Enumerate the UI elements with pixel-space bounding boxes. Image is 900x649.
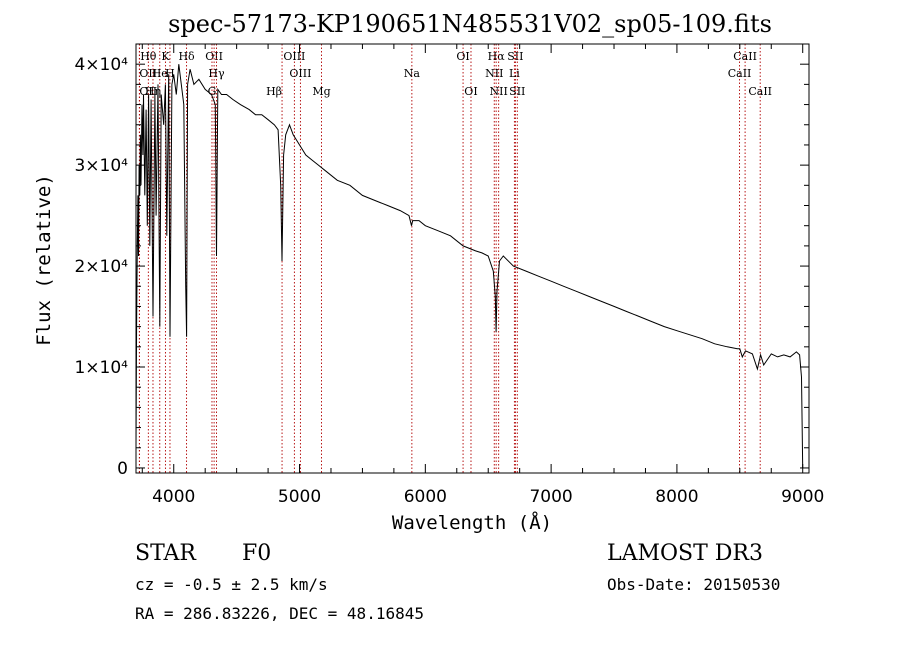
- line-marker-label-9: NII: [490, 85, 508, 98]
- y-tick-label: 0: [117, 459, 128, 479]
- y-axis-label: Flux (relative): [33, 174, 55, 346]
- line-marker-label-13: CaII: [733, 50, 757, 63]
- x-tick-label: 9000: [781, 487, 824, 507]
- line-marker-label-21: K: [161, 50, 170, 63]
- line-marker-label-12: SII: [509, 85, 525, 98]
- y-tick-label: 3×10⁴: [74, 156, 128, 176]
- x-axis-ticks: 4000 5000 6000 7000 8000 9000: [141, 44, 824, 507]
- line-marker-label-18: Hγ: [208, 67, 225, 80]
- line-marker-label-16: Hδ: [178, 50, 195, 63]
- x-tick-label: 8000: [655, 487, 698, 507]
- x-tick-label: 6000: [404, 487, 447, 507]
- line-marker-label-20: Hθ: [140, 50, 157, 63]
- line-marker-label-6: OI: [464, 85, 477, 98]
- line-marker-label-1: OIII: [283, 50, 305, 63]
- y-axis-ticks: 0 1×10⁴ 2×10⁴ 3×10⁴ 4×10⁴: [74, 55, 809, 479]
- x-tick-label: 7000: [529, 487, 572, 507]
- line-marker-label-24: OII: [139, 67, 157, 80]
- line-marker-label-5: OI: [456, 50, 469, 63]
- line-marker-label-19: G: [208, 85, 217, 98]
- line-marker-label-14: CaII: [728, 67, 752, 80]
- coordinates: RA = 286.83226, DEC = 48.16845: [135, 604, 424, 623]
- line-marker-label-17: OII: [205, 50, 223, 63]
- y-tick-label: 2×10⁴: [74, 257, 128, 277]
- line-marker-label-4: Na: [404, 67, 421, 80]
- x-tick-label: 5000: [278, 487, 321, 507]
- line-marker-label-23: H: [165, 67, 175, 80]
- x-tick-label: 4000: [152, 487, 195, 507]
- line-marker-label-0: Hβ: [266, 85, 282, 98]
- object-subclass: F0: [242, 541, 271, 566]
- line-marker-label-8: NII: [485, 67, 503, 80]
- x-axis-label: Wavelength (Å): [392, 511, 552, 534]
- y-tick-label: 1×10⁴: [74, 358, 128, 378]
- line-marker-label-11: Li: [509, 67, 520, 80]
- spectrum-line: [135, 64, 804, 469]
- line-marker-label-22: He: [152, 67, 168, 80]
- line-marker-label-3: Mg: [312, 85, 330, 98]
- chart-title: spec-57173-KP190651N485531V02_sp05-109.f…: [168, 10, 772, 38]
- obs-date: Obs-Date: 20150530: [607, 575, 780, 594]
- y-tick-label: 4×10⁴: [74, 55, 128, 75]
- line-marker-label-7: Hα: [488, 50, 506, 63]
- spectrum-series: [135, 64, 804, 469]
- emission-line-markers: HβOIIIOIIIMgNaOIOIHαNIINIISIILiSIICaIICa…: [138, 44, 772, 473]
- object-class: STAR: [135, 541, 197, 566]
- line-marker-label-26: Hη: [145, 85, 161, 98]
- redshift-text: cz = -0.5 ± 2.5 km/s: [135, 575, 328, 594]
- line-marker-label-15: CaII: [748, 85, 772, 98]
- line-marker-label-10: SII: [507, 50, 523, 63]
- survey-name: LAMOST DR3: [607, 541, 763, 566]
- line-marker-label-2: OIII: [289, 67, 311, 80]
- plot-frame: [135, 43, 810, 474]
